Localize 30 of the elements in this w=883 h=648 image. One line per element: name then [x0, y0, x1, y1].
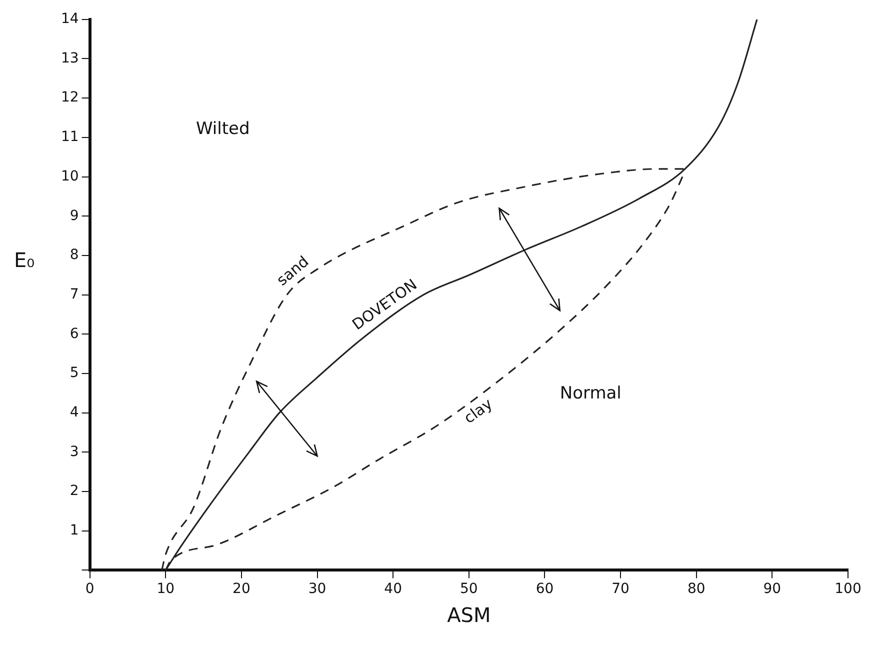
y-tick-label: 14 — [60, 11, 79, 28]
x-tick-label: 30 — [308, 581, 326, 598]
annotation: Wilted — [196, 118, 250, 139]
y-tick-label: 10 — [60, 168, 79, 184]
y-axis-title: E₀ — [14, 248, 35, 272]
y-tick-label: 2 — [70, 483, 79, 500]
y-tick-label: 12 — [60, 90, 79, 106]
x-tick-label: 10 — [156, 581, 175, 598]
y-tick-label: 8 — [70, 247, 79, 264]
y-tick-label: 7 — [70, 286, 79, 302]
x-tick-label: 40 — [384, 581, 402, 598]
annotation: Normal — [560, 383, 622, 404]
text: clay — [460, 394, 496, 428]
y-tick-label: 6 — [70, 326, 79, 342]
x-tick-label: 80 — [687, 581, 706, 598]
x-tick-label: 60 — [536, 581, 554, 598]
y-tick-label: 11 — [60, 129, 79, 146]
y-tick-label: 13 — [60, 50, 79, 66]
x-tick-label: 0 — [85, 581, 94, 598]
y-tick-label: 9 — [70, 208, 79, 224]
x-axis-title: ASM — [447, 603, 491, 628]
y-tick-label: 3 — [70, 444, 79, 460]
x-tick-label: 50 — [460, 581, 478, 598]
y-tick-label: 5 — [70, 365, 79, 382]
x-tick-label: 100 — [834, 581, 862, 598]
x-tick-label: 90 — [763, 581, 782, 598]
x-tick-label: 20 — [232, 581, 250, 598]
y-tick-label: 1 — [70, 522, 79, 538]
y-tick-label: 4 — [70, 404, 79, 420]
x-tick-label: 70 — [612, 581, 630, 598]
